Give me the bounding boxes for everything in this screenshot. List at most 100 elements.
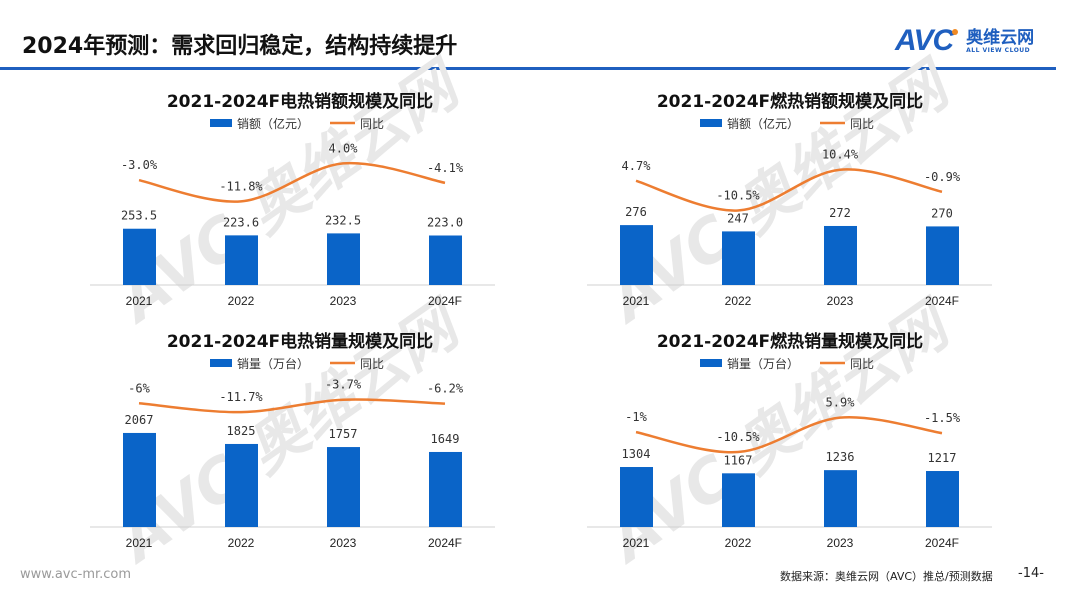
yoy-value-label: -3.7% <box>325 378 362 392</box>
logo-en: ALL VIEW CLOUD <box>966 46 1031 54</box>
yoy-value-label: -11.8% <box>219 179 263 193</box>
chart-title: 2021-2024F电热销量规模及同比 <box>167 331 433 352</box>
yoy-value-label: -11.7% <box>219 390 263 404</box>
bar-value-label: 253.5 <box>121 209 157 223</box>
yoy-value-label: -3.0% <box>121 158 158 172</box>
yoy-value-label: -10.5% <box>716 430 760 444</box>
x-tick-label: 2022 <box>228 536 255 550</box>
logo-mark: AVC <box>895 24 954 57</box>
legend-bar-label: 销量（万台） <box>237 356 309 371</box>
x-tick-label: 2024F <box>925 294 959 308</box>
yoy-value-label: -6.2% <box>427 382 464 396</box>
x-tick-label: 2023 <box>827 536 854 550</box>
bar <box>620 225 653 285</box>
bar <box>824 470 857 527</box>
avc-logo: AVC 奥维云网 ALL VIEW CLOUD <box>895 24 1034 58</box>
yoy-value-label: -1% <box>625 410 647 424</box>
bar-value-label: 232.5 <box>325 213 361 227</box>
legend-bar-swatch <box>700 119 722 127</box>
yoy-line <box>635 415 943 454</box>
x-tick-label: 2023 <box>330 294 357 308</box>
x-tick-label: 2021 <box>623 536 650 550</box>
yoy-value-label: -4.1% <box>427 161 464 175</box>
bar-value-label: 247 <box>727 211 749 225</box>
yoy-value-label: -6% <box>128 381 150 395</box>
x-tick-label: 2021 <box>126 536 153 550</box>
bar-value-label: 270 <box>931 206 953 220</box>
x-tick-label: 2024F <box>925 536 959 550</box>
yoy-value-label: 4.7% <box>622 159 652 173</box>
chart-title: 2021-2024F电热销额规模及同比 <box>167 91 433 112</box>
x-tick-label: 2024F <box>428 536 462 550</box>
bar <box>722 473 755 527</box>
yoy-line <box>138 161 446 203</box>
watermark: AVC 奥维云网 <box>104 287 476 577</box>
bar-value-label: 1217 <box>928 451 957 465</box>
yoy-value-label: 10.4% <box>822 148 859 162</box>
bar <box>123 228 156 285</box>
logo-cn: 奥维云网 <box>966 27 1035 48</box>
bar <box>620 467 653 527</box>
legend-line-label: 同比 <box>850 117 874 131</box>
bar <box>327 447 360 527</box>
legend-bar-label: 销额（亿元） <box>727 116 799 131</box>
yoy-line <box>138 398 446 414</box>
yoy-value-label: -1.5% <box>924 411 961 425</box>
footer-url: www.avc-mr.com <box>20 567 132 582</box>
bar-value-label: 1167 <box>724 453 753 467</box>
x-tick-label: 2022 <box>228 294 255 308</box>
bar-value-label: 272 <box>829 206 851 220</box>
x-tick-label: 2022 <box>725 536 752 550</box>
legend-line-label: 同比 <box>360 357 384 371</box>
logo-dot-icon <box>952 29 959 35</box>
bar <box>926 226 959 285</box>
legend-bar-swatch <box>210 119 232 127</box>
bar-value-label: 276 <box>625 205 647 219</box>
data-source: 数据来源：奥维云网（AVC）推总/预测数据 <box>780 570 993 583</box>
yoy-value-label: 5.9% <box>826 396 856 410</box>
bar <box>722 231 755 285</box>
bar-value-label: 1236 <box>826 450 855 464</box>
x-tick-label: 2021 <box>623 294 650 308</box>
header-divider <box>0 67 1056 70</box>
watermark: AVC 奥维云网 <box>594 287 966 577</box>
x-tick-label: 2024F <box>428 294 462 308</box>
bar-value-label: 1757 <box>329 427 358 441</box>
bar <box>926 471 959 527</box>
bar-value-label: 2067 <box>125 413 154 427</box>
legend-line-label: 同比 <box>360 117 384 131</box>
x-tick-label: 2021 <box>126 294 153 308</box>
watermark: AVC 奥维云网 <box>104 47 476 337</box>
yoy-value-label: -0.9% <box>924 170 961 184</box>
bar-value-label: 223.6 <box>223 215 259 229</box>
yoy-value-label: 4.0% <box>329 141 359 155</box>
watermark: AVC 奥维云网 <box>594 47 966 337</box>
x-tick-label: 2022 <box>725 294 752 308</box>
bar <box>429 451 462 527</box>
legend-bar-label: 销额（亿元） <box>237 116 309 131</box>
bar-value-label: 1825 <box>227 424 256 438</box>
bar <box>824 225 857 285</box>
bar <box>123 432 156 527</box>
legend-line-label: 同比 <box>850 357 874 371</box>
yoy-line <box>635 168 943 212</box>
page-number: -14- <box>1018 566 1044 581</box>
legend-bar-swatch <box>210 359 232 367</box>
x-tick-label: 2023 <box>827 294 854 308</box>
bar <box>225 443 258 527</box>
bar <box>327 233 360 285</box>
legend-bar-swatch <box>700 359 722 367</box>
legend-bar-label: 销量（万台） <box>727 356 799 371</box>
bar <box>225 235 258 285</box>
bar-value-label: 1304 <box>622 447 651 461</box>
chart-title: 2021-2024F燃热销量规模及同比 <box>657 331 923 352</box>
yoy-value-label: -10.5% <box>716 188 760 202</box>
chart-title: 2021-2024F燃热销额规模及同比 <box>657 91 923 112</box>
bar <box>429 235 462 285</box>
page-title: 2024年预测：需求回归稳定，结构持续提升 <box>22 34 458 59</box>
x-tick-label: 2023 <box>330 536 357 550</box>
